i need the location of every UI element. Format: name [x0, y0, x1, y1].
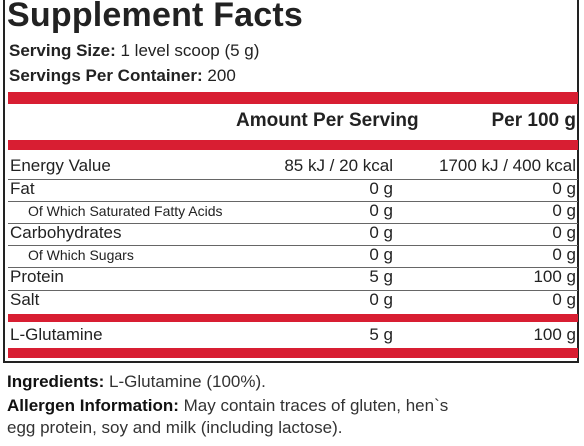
nutrient-sub-label: Of Which Sugars — [28, 247, 134, 263]
servings-per-container-value: 200 — [207, 66, 236, 85]
allergen-line-2: egg protein, soy and milk (including lac… — [7, 418, 343, 437]
row-divider — [8, 179, 578, 180]
nutrient-label: Salt — [10, 290, 40, 309]
allergen-label: Allergen Information: — [7, 396, 179, 415]
nutrient-label: Fat — [10, 179, 35, 198]
serving-size-value: 1 level scoop (5 g) — [120, 41, 260, 60]
per-100g-value: 100 g — [533, 325, 576, 344]
ingredients-line: Ingredients: L-Glutamine (100%). — [7, 372, 266, 392]
per-100g-value: 0 g — [552, 245, 576, 264]
row-divider — [8, 267, 578, 268]
top-divider-bar — [8, 92, 578, 104]
per-100g-value: 0 g — [552, 201, 576, 220]
serving-size-label: Serving Size: — [9, 41, 116, 60]
row-divider — [8, 290, 578, 291]
per-serving-value: 0 g — [369, 245, 393, 264]
per-100g-value: 0 g — [552, 223, 576, 242]
nutrient-sub-label: Of Which Saturated Fatty Acids — [28, 203, 223, 219]
per-100g-value: 100 g — [533, 267, 576, 286]
table-row: Fat 0 g 0 g — [8, 179, 578, 201]
per-100g-value: 1700 kJ / 400 kcal — [438, 156, 576, 175]
per-100g-value: 0 g — [552, 179, 576, 198]
per-serving-value: 0 g — [369, 201, 393, 220]
ingredients-value: L-Glutamine (100%). — [109, 372, 266, 391]
supplement-facts-panel — [3, 0, 579, 363]
per-100g-value: 0 g — [552, 290, 576, 309]
nutrient-label: Carbohydrates — [10, 223, 122, 242]
per-serving-value: 0 g — [369, 179, 393, 198]
column-header-per-serving: Amount Per Serving — [236, 110, 419, 131]
table-row: Of Which Sugars 0 g 0 g — [8, 245, 578, 267]
table-row: Of Which Saturated Fatty Acids 0 g 0 g — [8, 201, 578, 223]
per-serving-value: 0 g — [369, 290, 393, 309]
allergen-text-line1: May contain traces of gluten, hen`s — [183, 396, 449, 415]
panel-title: Supplement Facts — [7, 0, 304, 34]
serving-size: Serving Size: 1 level scoop (5 g) — [9, 41, 259, 61]
table-row: Protein 5 g 100 g — [8, 267, 578, 289]
per-serving-value: 5 g — [369, 325, 393, 344]
ingredients-label: Ingredients: — [7, 372, 105, 391]
row-divider — [8, 223, 578, 224]
header-divider-bar — [8, 140, 578, 150]
servings-per-container: Servings Per Container: 200 — [9, 66, 236, 86]
table-row: L-Glutamine 5 g 100 g — [8, 325, 578, 347]
table-row: Carbohydrates 0 g 0 g — [8, 223, 578, 245]
allergen-line: Allergen Information: May contain traces… — [7, 396, 448, 416]
bottom-divider-bar — [8, 348, 578, 358]
column-header-per-100g: Per 100 g — [491, 110, 577, 131]
per-serving-value: 85 kJ / 20 kcal — [284, 156, 393, 175]
nutrient-label: Protein — [10, 267, 64, 286]
servings-per-container-label: Servings Per Container: — [9, 66, 203, 85]
row-divider — [8, 201, 578, 202]
table-row: Energy Value 85 kJ / 20 kcal 1700 kJ / 4… — [8, 156, 578, 178]
table-row: Salt 0 g 0 g — [8, 290, 578, 312]
per-serving-value: 0 g — [369, 223, 393, 242]
section-divider-bar — [8, 314, 578, 322]
row-divider — [8, 245, 578, 246]
nutrient-label: L-Glutamine — [10, 325, 103, 344]
per-serving-value: 5 g — [369, 267, 393, 286]
nutrient-label: Energy Value — [10, 156, 111, 175]
